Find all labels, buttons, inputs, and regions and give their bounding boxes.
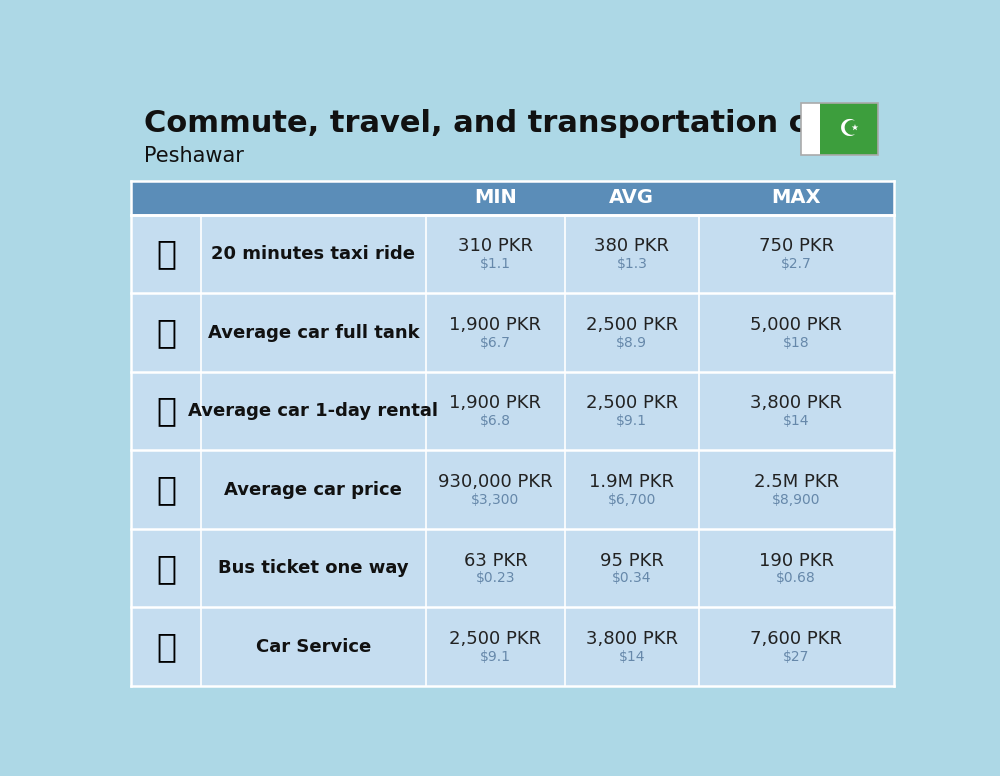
Text: $9.1: $9.1 <box>616 414 647 428</box>
Text: Average car price: Average car price <box>224 480 402 499</box>
Text: $0.23: $0.23 <box>476 571 515 585</box>
Text: 2.5M PKR: 2.5M PKR <box>754 473 839 491</box>
Text: 7,600 PKR: 7,600 PKR <box>750 630 842 648</box>
Text: $0.68: $0.68 <box>776 571 816 585</box>
Text: 2,500 PKR: 2,500 PKR <box>449 630 542 648</box>
Text: Commute, travel, and transportation costs: Commute, travel, and transportation cost… <box>144 109 879 138</box>
Text: 3,800 PKR: 3,800 PKR <box>750 394 842 412</box>
Text: $9.1: $9.1 <box>480 650 511 663</box>
Text: $18: $18 <box>783 335 809 350</box>
Text: 🛠: 🛠 <box>156 630 176 663</box>
Text: 750 PKR: 750 PKR <box>759 237 834 255</box>
Text: 2,500 PKR: 2,500 PKR <box>586 394 678 412</box>
Text: $6,700: $6,700 <box>608 493 656 507</box>
Text: Bus ticket one way: Bus ticket one way <box>218 559 409 577</box>
Text: 20 minutes taxi ride: 20 minutes taxi ride <box>211 245 415 263</box>
Text: 310 PKR: 310 PKR <box>458 237 533 255</box>
Text: $2.7: $2.7 <box>781 257 812 271</box>
Text: $0.34: $0.34 <box>612 571 652 585</box>
Text: 🚌: 🚌 <box>156 552 176 584</box>
Text: $14: $14 <box>783 414 809 428</box>
Text: 1,900 PKR: 1,900 PKR <box>449 394 541 412</box>
Text: Car Service: Car Service <box>256 638 371 656</box>
FancyBboxPatch shape <box>131 293 894 372</box>
Text: $1.1: $1.1 <box>480 257 511 271</box>
Text: 190 PKR: 190 PKR <box>759 552 834 570</box>
Text: 🚕: 🚕 <box>156 237 176 271</box>
Text: 3,800 PKR: 3,800 PKR <box>586 630 678 648</box>
Text: 5,000 PKR: 5,000 PKR <box>750 316 842 334</box>
Text: Average car 1-day rental: Average car 1-day rental <box>188 402 438 420</box>
Text: AVG: AVG <box>609 189 654 207</box>
Text: 1,900 PKR: 1,900 PKR <box>449 316 541 334</box>
Text: 🚙: 🚙 <box>156 395 176 428</box>
Text: MAX: MAX <box>771 189 821 207</box>
FancyBboxPatch shape <box>131 215 894 293</box>
Text: $6.7: $6.7 <box>480 335 511 350</box>
Text: 1.9M PKR: 1.9M PKR <box>589 473 674 491</box>
Text: 930,000 PKR: 930,000 PKR <box>438 473 553 491</box>
FancyBboxPatch shape <box>131 608 894 686</box>
FancyBboxPatch shape <box>131 372 894 450</box>
Text: $14: $14 <box>619 650 645 663</box>
FancyBboxPatch shape <box>820 103 878 155</box>
Text: $6.8: $6.8 <box>480 414 511 428</box>
Text: 95 PKR: 95 PKR <box>600 552 664 570</box>
Text: $3,300: $3,300 <box>471 493 520 507</box>
FancyBboxPatch shape <box>131 529 894 608</box>
FancyBboxPatch shape <box>131 450 894 529</box>
FancyBboxPatch shape <box>131 181 894 215</box>
Text: 🚗: 🚗 <box>156 473 176 506</box>
Text: 380 PKR: 380 PKR <box>594 237 669 255</box>
Text: 2,500 PKR: 2,500 PKR <box>586 316 678 334</box>
Text: ⛽: ⛽ <box>156 316 176 349</box>
Text: $8.9: $8.9 <box>616 335 647 350</box>
Text: MIN: MIN <box>474 189 517 207</box>
Text: Average car full tank: Average car full tank <box>208 324 419 341</box>
Text: 63 PKR: 63 PKR <box>464 552 527 570</box>
Text: $8,900: $8,900 <box>772 493 820 507</box>
FancyBboxPatch shape <box>801 103 820 155</box>
Text: $1.3: $1.3 <box>616 257 647 271</box>
Text: $27: $27 <box>783 650 809 663</box>
Text: ☪: ☪ <box>839 117 860 141</box>
Text: Peshawar: Peshawar <box>144 146 244 166</box>
